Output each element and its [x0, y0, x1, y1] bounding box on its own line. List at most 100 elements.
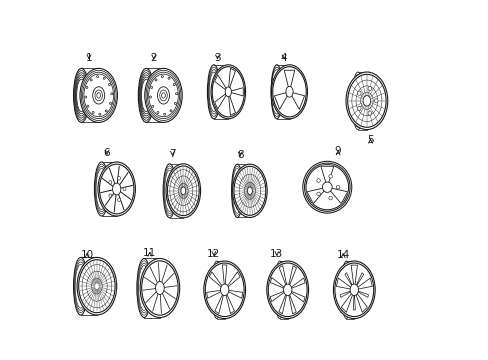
Text: 13: 13 — [270, 249, 283, 259]
Ellipse shape — [357, 91, 360, 95]
Text: 11: 11 — [143, 248, 156, 258]
Polygon shape — [270, 278, 284, 288]
Polygon shape — [336, 278, 350, 289]
Polygon shape — [284, 70, 294, 87]
Ellipse shape — [205, 263, 244, 316]
Ellipse shape — [167, 166, 199, 216]
Ellipse shape — [118, 176, 121, 180]
Ellipse shape — [302, 161, 351, 213]
Ellipse shape — [347, 74, 386, 127]
Ellipse shape — [155, 282, 164, 294]
Polygon shape — [279, 266, 286, 285]
Text: 10: 10 — [81, 249, 94, 260]
Polygon shape — [350, 265, 357, 285]
Polygon shape — [227, 272, 240, 287]
Polygon shape — [278, 294, 286, 314]
Polygon shape — [341, 293, 352, 312]
Ellipse shape — [93, 87, 104, 104]
Text: 3: 3 — [214, 53, 221, 63]
Ellipse shape — [79, 260, 115, 313]
Ellipse shape — [203, 261, 245, 319]
Polygon shape — [214, 94, 226, 109]
Ellipse shape — [109, 194, 112, 198]
Polygon shape — [340, 291, 350, 297]
Ellipse shape — [316, 192, 320, 196]
Ellipse shape — [346, 72, 387, 130]
Polygon shape — [288, 266, 296, 285]
Ellipse shape — [84, 74, 113, 117]
Text: 8: 8 — [236, 150, 243, 160]
Polygon shape — [227, 290, 242, 298]
Polygon shape — [357, 278, 371, 289]
Ellipse shape — [374, 99, 377, 103]
Polygon shape — [352, 295, 355, 310]
Text: 5: 5 — [366, 135, 373, 145]
Polygon shape — [320, 166, 333, 183]
Ellipse shape — [367, 86, 371, 91]
Polygon shape — [329, 188, 347, 203]
Text: 4: 4 — [280, 53, 287, 63]
Ellipse shape — [247, 187, 252, 194]
Ellipse shape — [305, 165, 348, 210]
Text: 12: 12 — [207, 249, 220, 259]
Text: 7: 7 — [169, 149, 176, 159]
Polygon shape — [357, 291, 368, 297]
Ellipse shape — [148, 74, 178, 117]
Polygon shape — [228, 68, 235, 88]
Text: 14: 14 — [336, 250, 349, 260]
Ellipse shape — [181, 187, 185, 194]
Polygon shape — [355, 293, 366, 312]
Polygon shape — [206, 290, 221, 298]
Ellipse shape — [82, 72, 115, 118]
Ellipse shape — [336, 185, 339, 189]
Polygon shape — [291, 93, 304, 109]
Ellipse shape — [225, 87, 231, 97]
Ellipse shape — [220, 284, 228, 296]
Ellipse shape — [363, 96, 370, 106]
Polygon shape — [290, 291, 305, 302]
Text: 1: 1 — [85, 53, 92, 63]
Ellipse shape — [147, 72, 179, 118]
Ellipse shape — [98, 162, 135, 216]
Ellipse shape — [234, 166, 265, 215]
Ellipse shape — [109, 180, 112, 184]
Ellipse shape — [80, 68, 117, 122]
Ellipse shape — [334, 263, 373, 316]
Polygon shape — [274, 93, 287, 109]
Ellipse shape — [328, 196, 332, 200]
Polygon shape — [214, 294, 223, 314]
Ellipse shape — [304, 163, 349, 211]
Polygon shape — [214, 75, 226, 90]
Text: 6: 6 — [103, 148, 110, 158]
Ellipse shape — [140, 258, 179, 318]
Ellipse shape — [367, 111, 371, 115]
Ellipse shape — [157, 87, 169, 104]
Text: 9: 9 — [334, 146, 341, 156]
Ellipse shape — [357, 106, 360, 111]
Ellipse shape — [266, 261, 308, 319]
Polygon shape — [355, 273, 363, 286]
Ellipse shape — [112, 183, 121, 195]
Ellipse shape — [118, 198, 121, 202]
Ellipse shape — [144, 68, 182, 122]
Ellipse shape — [283, 284, 291, 296]
Ellipse shape — [271, 65, 307, 119]
Polygon shape — [270, 291, 284, 302]
Ellipse shape — [349, 284, 358, 296]
Ellipse shape — [123, 187, 126, 191]
Text: 2: 2 — [150, 53, 157, 63]
Ellipse shape — [146, 70, 181, 121]
Ellipse shape — [316, 179, 320, 182]
Ellipse shape — [211, 65, 245, 119]
Ellipse shape — [81, 70, 116, 121]
Ellipse shape — [285, 86, 292, 97]
Polygon shape — [306, 188, 324, 203]
Ellipse shape — [77, 257, 117, 315]
Ellipse shape — [333, 261, 374, 319]
Polygon shape — [231, 88, 243, 96]
Ellipse shape — [166, 164, 200, 218]
Polygon shape — [222, 265, 226, 285]
Ellipse shape — [99, 164, 134, 214]
Ellipse shape — [272, 67, 305, 117]
Polygon shape — [209, 272, 222, 287]
